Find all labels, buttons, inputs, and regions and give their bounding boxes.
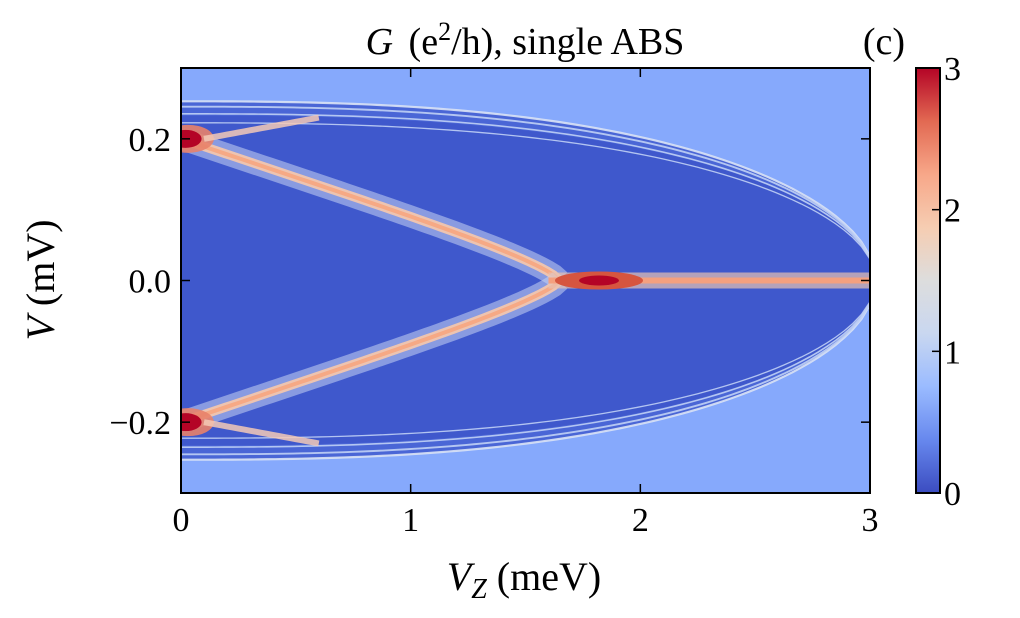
abs-origin-peak [181,413,202,432]
y-tick-label: −0.2 [109,405,171,442]
colorbar-tick-label: 0 [944,476,961,513]
zero-bias-peak-core [578,275,619,286]
y-tick-label: 0.2 [129,122,172,159]
title-units-tail: /h), single ABS [451,21,684,63]
y-label-main: V [18,312,63,341]
x-tick-label: 3 [862,502,879,539]
x-label-sub: Z [471,574,487,605]
x-label-units: (meV) [497,554,601,599]
y-tick-label: 0.0 [129,264,172,301]
title-sup: 2 [438,17,451,46]
abs-branch-core [181,279,562,425]
x-tick-label: 2 [632,502,649,539]
y-axis-ticks: −0.2 0.0 0.2 [109,122,870,442]
gap-edge-line [181,303,870,456]
title-main: G [366,21,393,63]
title-units: (e [409,21,439,63]
panel-label: (c) [863,21,905,63]
gap-edge-line [181,302,870,448]
gap-edge-line [181,113,870,259]
colorbar-ticks: 0 1 2 3 [932,51,961,513]
y-axis-label: V (mV) [18,219,63,340]
x-tick-label: 1 [402,502,419,539]
colorbar-tick-label: 2 [944,193,961,230]
colorbar-tick-label: 3 [944,51,961,88]
x-tick-label: 0 [173,502,190,539]
abs-branch-upper [203,419,320,447]
abs-branch-core [181,136,562,282]
x-label-main: V [447,554,476,599]
y-label-units: (mV) [18,219,63,306]
gap-edge-line [181,105,870,258]
heatmap-layers [181,100,870,461]
gap-edge-line [181,100,870,257]
abs-branch-upper [203,114,320,142]
colorbar [915,67,941,494]
x-axis-label: VZ (meV) [447,554,601,605]
heatmap-area [181,68,870,493]
x-axis-ticks: 0 1 2 3 [173,68,879,539]
abs-origin-peak [181,129,202,148]
colorbar-tick-label: 1 [944,334,961,371]
chart-title: G (e2/h), single ABS [366,17,685,63]
gap-edge-line [181,304,870,461]
